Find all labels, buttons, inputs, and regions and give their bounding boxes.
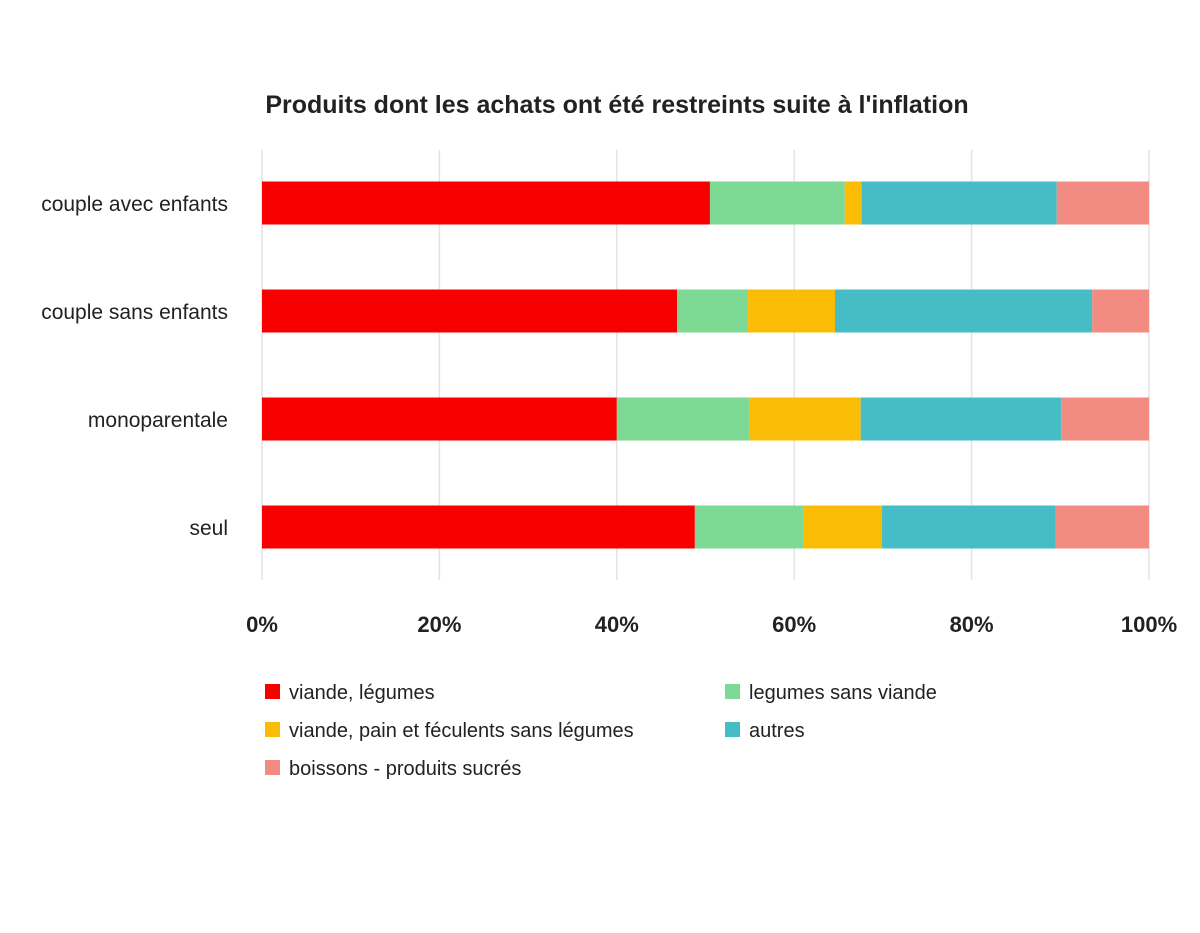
bar-segment [1056,181,1149,225]
bar-segment [616,397,750,441]
bar-segment [262,181,710,225]
legend-label: autres [749,720,805,742]
bar-segment [1055,505,1149,549]
bar-segment [677,289,749,333]
legend-swatch [265,684,280,699]
bar-segment [882,505,1056,549]
legend-label: boissons - produits sucrés [289,758,521,780]
bar-segment [262,397,617,441]
y-category-label: seul [189,517,228,540]
x-tick-label: 100% [1121,612,1177,637]
bar-segment [835,289,1093,333]
legend-swatch [265,722,280,737]
y-category-label: couple sans enfants [41,301,228,324]
bar-segment [844,181,862,225]
bar-segment [262,505,695,549]
x-tick-label: 0% [246,612,278,637]
bar-segment [262,289,678,333]
bar-segment [860,397,1062,441]
bar-segment [749,397,861,441]
x-tick-label: 60% [772,612,816,637]
legend-label: legumes sans viande [749,682,937,704]
y-category-label: couple avec enfants [41,193,228,216]
x-tick-label: 80% [950,612,994,637]
bar-segment [748,289,836,333]
legend-label: viande, pain et féculents sans légumes [289,720,634,742]
bar-segment [694,505,804,549]
bar-segment [861,181,1057,225]
legend-label: viande, légumes [289,682,435,704]
x-tick-label: 40% [595,612,639,637]
bar-segment [1092,289,1149,333]
bar-segment [1061,397,1149,441]
bar-segment [803,505,883,549]
chart-title: Produits dont les achats ont été restrei… [265,91,968,119]
bar-segment [709,181,845,225]
legend-swatch [725,684,740,699]
y-category-label: monoparentale [88,409,228,432]
x-tick-label: 20% [417,612,461,637]
legend-swatch [265,760,280,775]
legend-swatch [725,722,740,737]
